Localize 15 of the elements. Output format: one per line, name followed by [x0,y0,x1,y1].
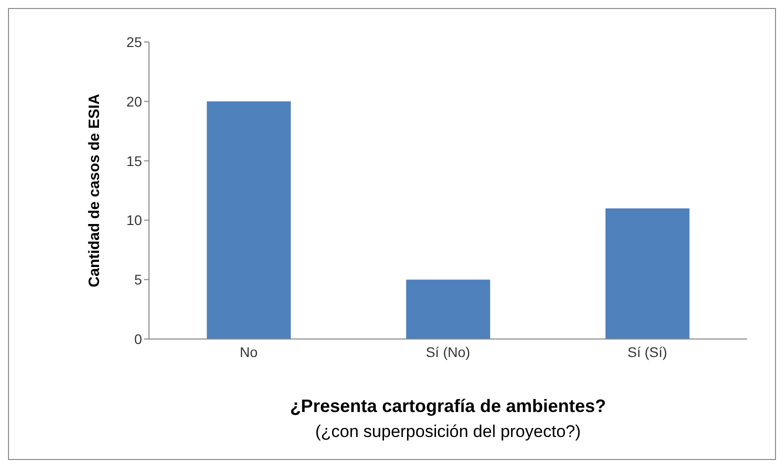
y-tick-label: 25 [126,34,142,50]
bar [605,208,690,339]
y-tick-label: 20 [126,93,142,110]
y-tick-label: 15 [126,152,142,169]
bar [406,280,490,339]
text: (¿con superposición del proyecto?) [314,422,582,442]
y-tick-label: 5 [134,272,142,288]
y-tick-label: 10 [126,212,142,228]
x-tick-label: No [240,344,258,360]
bar [206,101,291,339]
x-tick-label: Sí (Sí) [627,344,668,360]
x-tick-label: Sí (No) [426,344,470,360]
y-axis-title: Cantidad de casos de ESIA [86,94,103,288]
x-axis-title: ¿Presenta cartografía de ambientes? [288,396,608,417]
y-tick-label: 0 [134,330,142,347]
